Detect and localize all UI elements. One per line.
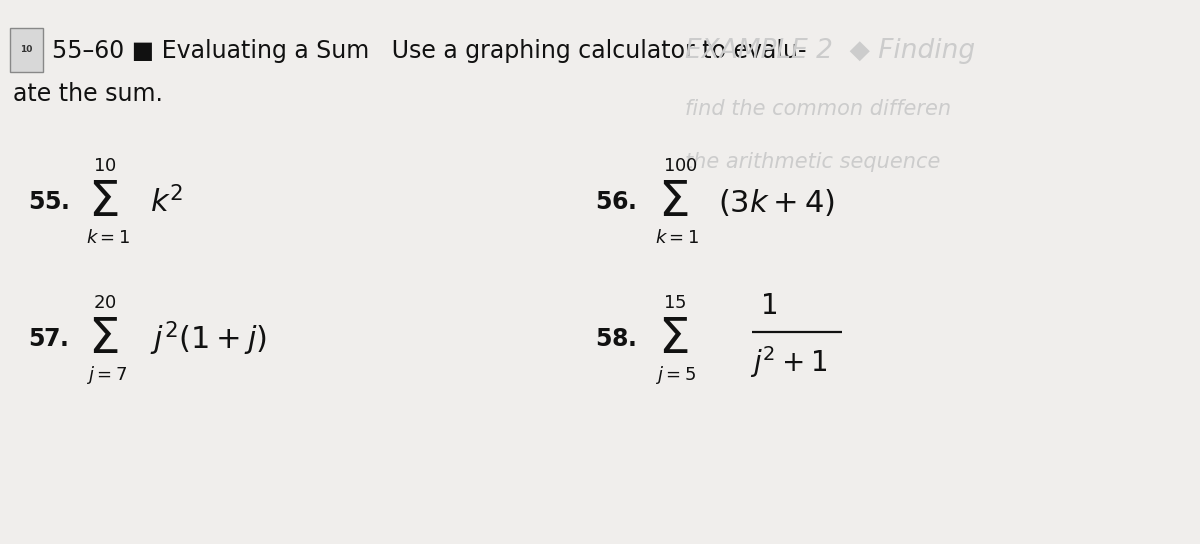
Text: $j^2 + 1$: $j^2 + 1$ (750, 344, 827, 380)
Text: ate the sum.: ate the sum. (13, 82, 163, 106)
Text: 55–60 ■ Evaluating a Sum   Use a graphing calculator to evalu-: 55–60 ■ Evaluating a Sum Use a graphing … (52, 39, 806, 63)
Text: $j^2(1 + j)$: $j^2(1 + j)$ (150, 320, 268, 358)
Text: $15$: $15$ (662, 294, 686, 312)
Text: $\mathbf{55.}$: $\mathbf{55.}$ (28, 190, 70, 214)
Text: $\Sigma$: $\Sigma$ (88, 178, 119, 226)
Text: $j=7$: $j=7$ (86, 364, 127, 386)
Text: $j=5$: $j=5$ (655, 364, 696, 386)
Text: 10: 10 (20, 45, 32, 54)
Text: $1$: $1$ (760, 292, 778, 320)
Text: $k=1$: $k=1$ (655, 229, 700, 247)
Text: $10$: $10$ (94, 157, 116, 175)
Text: $\mathbf{58.}$: $\mathbf{58.}$ (595, 327, 636, 351)
Text: $\Sigma$: $\Sigma$ (88, 315, 119, 363)
Text: $(3k + 4)$: $(3k + 4)$ (718, 187, 835, 218)
Text: the arithmetic sequence: the arithmetic sequence (685, 152, 941, 172)
FancyBboxPatch shape (10, 28, 43, 72)
Text: EXAMPLE 2  ◆ Finding: EXAMPLE 2 ◆ Finding (685, 38, 976, 64)
Text: $\Sigma$: $\Sigma$ (658, 178, 689, 226)
Text: find the common differen: find the common differen (685, 99, 952, 119)
Text: $\mathbf{57.}$: $\mathbf{57.}$ (28, 327, 68, 351)
Text: $\mathbf{56.}$: $\mathbf{56.}$ (595, 190, 636, 214)
Text: $100$: $100$ (662, 157, 698, 175)
Text: $k=1$: $k=1$ (86, 229, 131, 247)
Text: $20$: $20$ (94, 294, 116, 312)
Text: $\Sigma$: $\Sigma$ (658, 315, 689, 363)
Text: $k^2$: $k^2$ (150, 186, 184, 218)
